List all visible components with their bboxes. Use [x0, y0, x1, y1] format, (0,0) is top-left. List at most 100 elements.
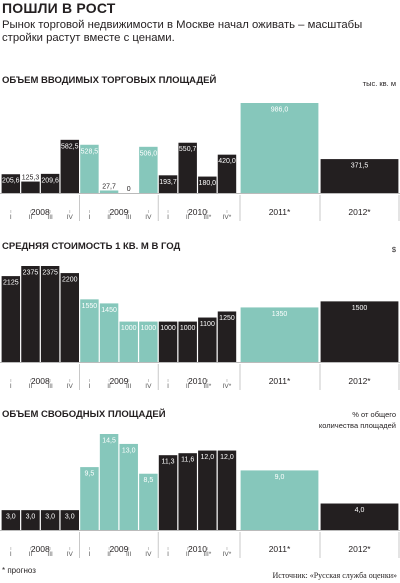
chart-1-bar-5: [80, 144, 99, 193]
chart-1-group-label-2: 2009: [109, 207, 128, 217]
chart-3-title: ОБЪЕМ СВОБОДНЫХ ПЛОЩАДЕЙ: [2, 408, 166, 420]
chart-2-value-label-2: 2375: [23, 270, 39, 277]
chart-2-bar-14: [320, 301, 399, 362]
chart-2-quarter-label-7: III: [126, 383, 132, 390]
chart-1-quarter-label-4: IV: [67, 214, 74, 221]
chart-2-value-label-11: 1100: [200, 321, 215, 328]
footnote: * прогноз: [2, 566, 36, 575]
chart-1-bar-2: [21, 181, 40, 193]
chart-3-group-label-3: 2010: [188, 544, 207, 554]
chart-3-value-label-11: 12,0: [201, 454, 215, 461]
chart-1-title: ОБЪЕМ ВВОДИМЫХ ТОРГОВЫХ ПЛОЩАДЕЙ: [2, 74, 217, 86]
chart-3-value-label-14: 4,0: [355, 507, 365, 514]
chart-3-value-label-5: 9,5: [85, 471, 95, 478]
chart-1-quarter-label-8: IV: [145, 214, 152, 221]
chart-3-quarter-label-10: II: [186, 551, 190, 558]
chart-3-value-label-2: 3,0: [26, 514, 36, 521]
chart-1-value-label-9: 193,7: [159, 179, 177, 186]
chart-1-bar-4: [60, 139, 79, 193]
chart-2-bar-1: [1, 276, 21, 362]
chart-1-quarter-label-11: III*: [203, 214, 211, 221]
chart-3-bar-7: [119, 443, 138, 530]
chart-3-quarter-label-11: III*: [203, 551, 211, 558]
chart-2-quarter-label-10: II: [186, 383, 190, 390]
chart-3-bar-4: [60, 510, 79, 530]
chart-2-value-label-8: 1000: [141, 325, 157, 332]
chart-3-quarter-label-6: II: [107, 551, 111, 558]
chart-3-quarter-label-8: IV: [145, 551, 152, 558]
chart-1-group-label-1: 2008: [31, 207, 50, 217]
chart-2-value-label-14: 1500: [352, 305, 368, 312]
chart-2-bar-2: [21, 266, 40, 362]
chart-1-quarter-label-5: I: [89, 214, 91, 221]
chart-2-group-label-2: 2009: [109, 376, 128, 386]
chart-3-value-label-10: 11,6: [181, 457, 194, 464]
chart-2-quarter-label-8: IV: [145, 383, 152, 390]
chart-1-quarter-label-1: I: [10, 214, 12, 221]
chart-2-bar-12: [217, 311, 237, 362]
chart-1-unit: тыс. кв. м: [363, 79, 396, 88]
chart-1-bar-12: [217, 154, 237, 193]
chart-1-bar-11: [198, 176, 217, 193]
chart-1-bar-14: [320, 159, 399, 193]
chart-2-bar-8: [139, 321, 158, 362]
chart-3-quarter-label-5: I: [89, 551, 91, 558]
chart-1-value-label-13: 986,0: [271, 107, 289, 114]
chart-2-quarter-label-3: III: [47, 383, 53, 390]
chart-2-quarter-label-5: I: [89, 383, 91, 390]
chart-2-quarter-label-6: II: [107, 383, 111, 390]
chart-1-value-label-7: 0: [127, 186, 131, 193]
chart-2-title: СРЕДНЯЯ СТОИМОСТЬ 1 КВ. М В ГОД: [2, 241, 181, 252]
chart-3-group-label-5: 2012*: [348, 544, 371, 554]
chart-2-bar-11: [198, 317, 217, 362]
chart-3-unit-line-2: количества площадей: [319, 421, 396, 430]
chart-2-group-label-5: 2012*: [348, 376, 371, 386]
chart-2-bar-3: [40, 266, 60, 362]
chart-2-group-label-1: 2008: [31, 376, 50, 386]
chart-1-value-label-8: 506,0: [140, 150, 158, 157]
chart-3-bar-1: [1, 510, 21, 530]
chart-3-value-label-6: 14,5: [102, 438, 116, 445]
chart-1-bar-3: [40, 173, 60, 193]
chart-2-bar-4: [60, 273, 79, 362]
chart-3-quarter-label-12: IV*: [223, 551, 232, 558]
chart-1-group-label-3: 2010: [188, 207, 207, 217]
chart-2-quarter-label-12: IV*: [223, 383, 232, 390]
chart-3-group-label-1: 2008: [31, 544, 50, 554]
chart-1-value-label-3: 209,6: [41, 177, 59, 184]
chart-1-value-label-5: 528,5: [81, 148, 99, 155]
chart-2-quarter-label-4: IV: [67, 383, 74, 390]
chart-1-quarter-label-6: II: [107, 214, 111, 221]
chart-3-value-label-7: 13,0: [122, 447, 136, 454]
chart-3-bar-3: [40, 510, 60, 530]
chart-3-value-label-4: 3,0: [65, 514, 75, 521]
chart-3-quarter-label-7: III: [126, 551, 132, 558]
chart-1-quarter-label-12: IV*: [223, 214, 232, 221]
chart-1-bar-9: [158, 175, 178, 193]
chart-1-value-label-10: 550,7: [179, 146, 197, 153]
chart-3-value-label-13: 9,0: [275, 474, 285, 481]
chart-2-value-label-9: 1000: [160, 325, 176, 332]
chart-1-quarter-label-7: III: [126, 214, 132, 221]
chart-3-group-label-2: 2009: [109, 544, 128, 554]
chart-2-value-label-1: 2125: [3, 280, 19, 287]
chart-1-quarter-label-3: III: [47, 214, 53, 221]
chart-2-quarter-label-2: II: [29, 383, 33, 390]
chart-1-value-label-11: 180,0: [199, 180, 217, 187]
chart-3-value-label-8: 8,5: [144, 477, 154, 484]
chart-1-value-label-1: 205,6: [2, 178, 20, 185]
page-title: ПОШЛИ В РОСТ: [2, 0, 116, 16]
chart-1-value-label-6: 27,7: [102, 183, 116, 190]
chart-2-bar-7: [119, 321, 138, 362]
chart-1-quarter-label-2: II: [29, 214, 33, 221]
chart-3-bar-11: [198, 450, 217, 530]
chart-2-value-label-5: 1550: [82, 303, 98, 310]
chart-3-value-label-1: 3,0: [6, 514, 16, 521]
chart-3-group-label-4: 2011*: [269, 544, 291, 554]
chart-3-quarter-label-9: I: [167, 551, 169, 558]
chart-2-value-label-4: 2200: [62, 277, 78, 284]
chart-3-unit-line-1: % от общего: [352, 410, 396, 419]
chart-3-bar-9: [158, 455, 178, 530]
page-subtitle: Рынок торговой недвижимости в Москве нач…: [2, 19, 363, 44]
